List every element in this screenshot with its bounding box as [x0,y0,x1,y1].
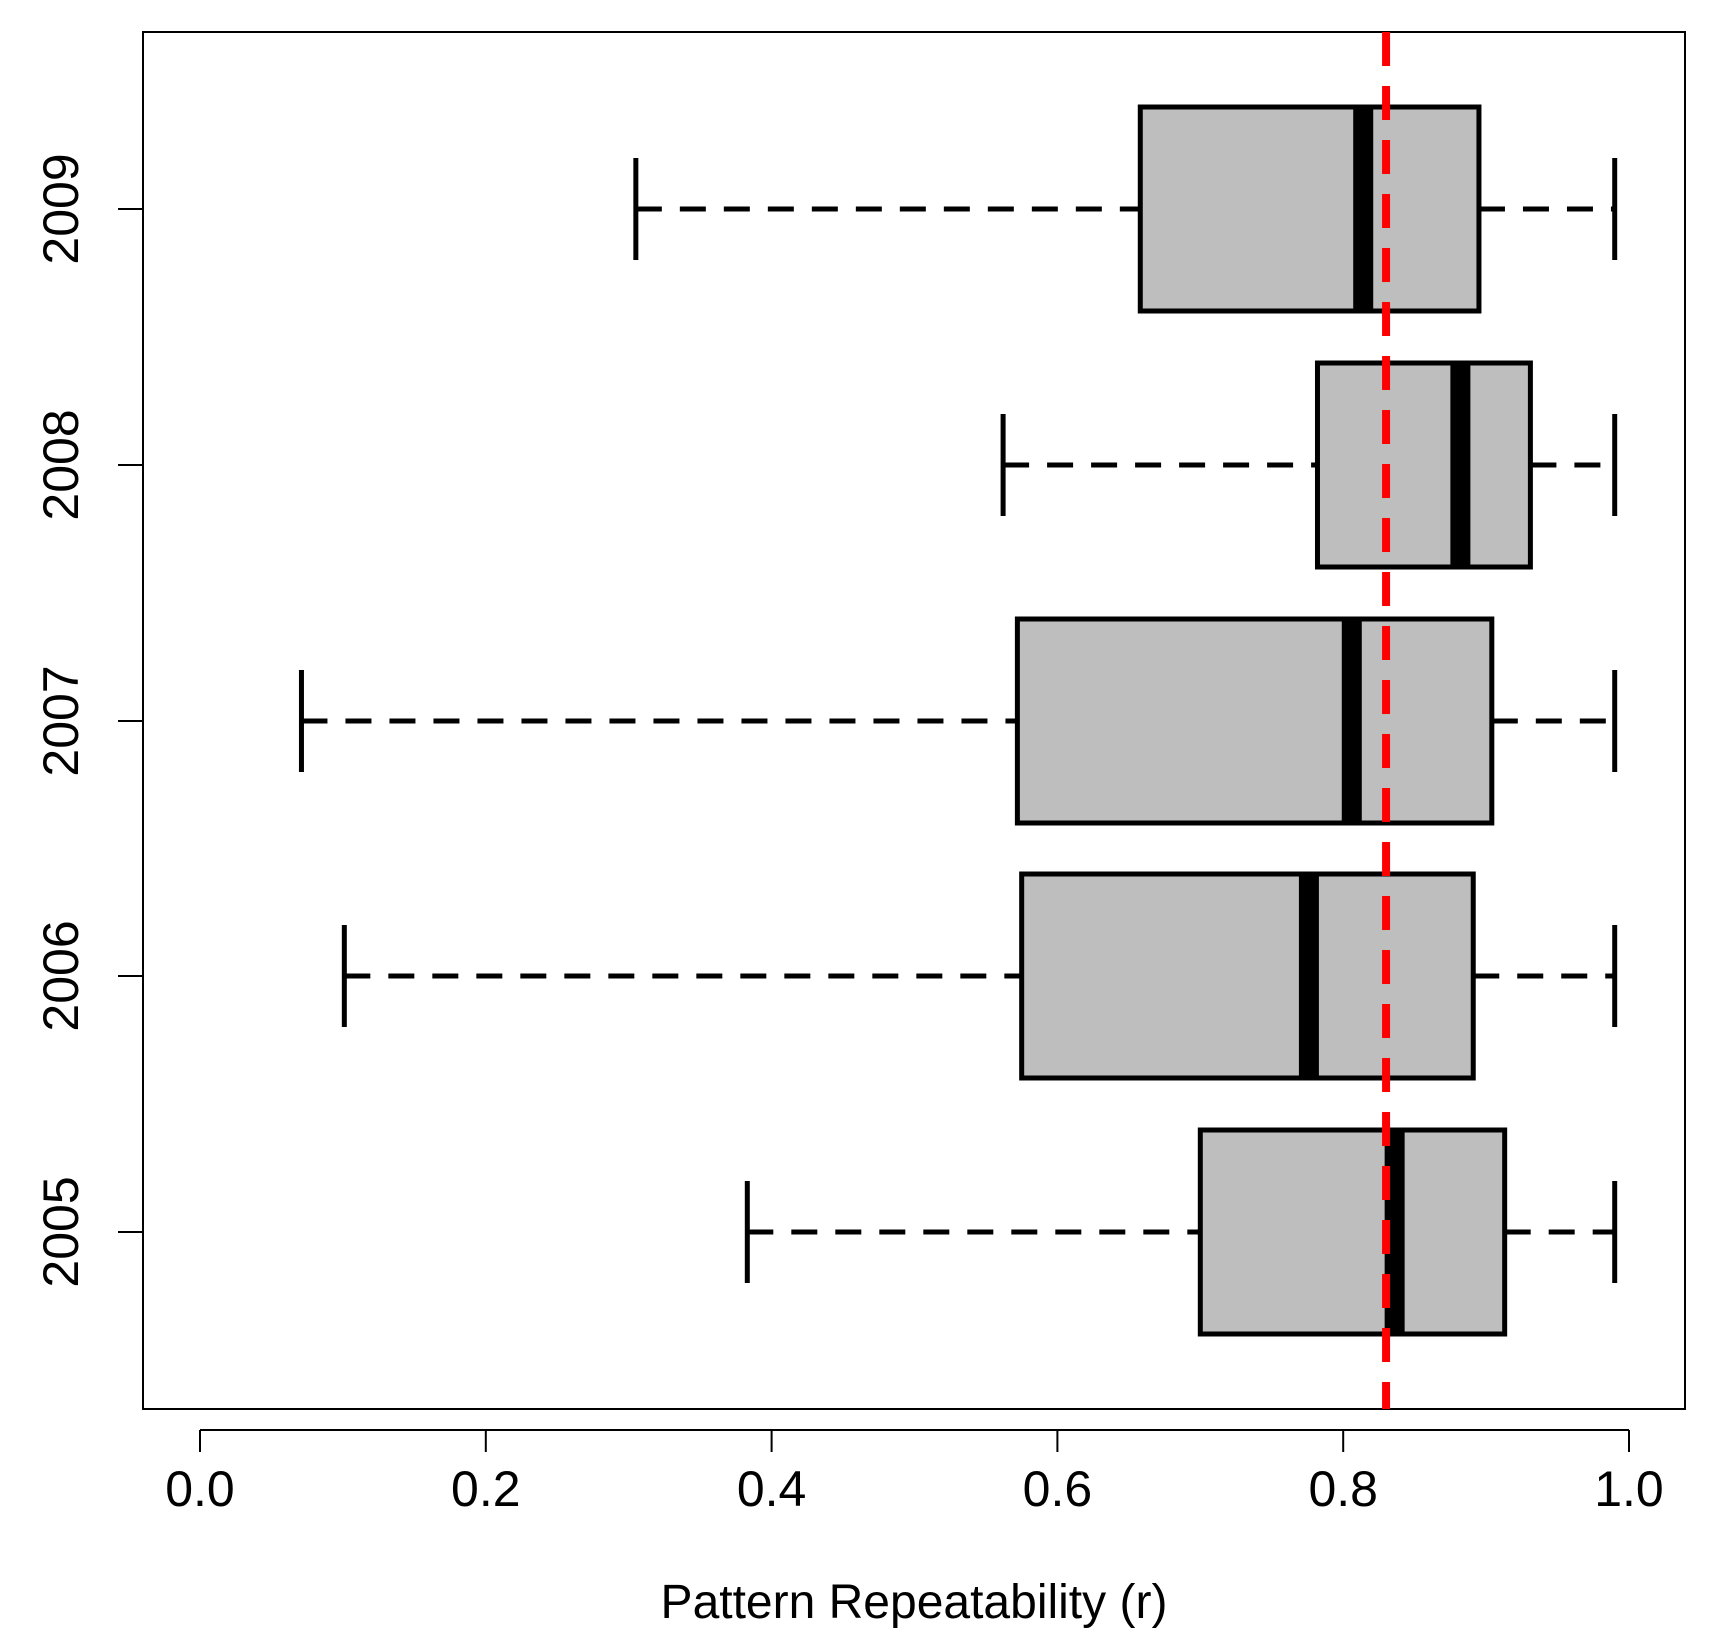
iqr-box-2007 [1014,616,1495,826]
box-2008 [1000,360,1618,570]
x-tick-label-0.0: 0.0 [165,1461,235,1517]
box-2007 [298,616,1618,826]
x-axis: 0.0 0.2 0.4 0.6 0.8 1.0 [165,1429,1664,1517]
median-2009 [1353,107,1374,311]
y-tick-label-2006: 2006 [33,920,89,1031]
y-tick-label-2005: 2005 [33,1176,89,1287]
median-2006 [1298,874,1319,1078]
median-2008 [1450,363,1471,567]
iqr-box-2008 [1314,360,1533,570]
box-2006 [341,871,1618,1081]
x-tick-label-0.4: 0.4 [737,1461,807,1517]
x-tick-label-0.8: 0.8 [1308,1461,1378,1517]
box-2009 [633,104,1618,314]
y-tick-label-2008: 2008 [33,409,89,520]
median-2007 [1341,619,1362,823]
iqr-box-2006 [1019,871,1476,1081]
iqr-box-2005 [1197,1127,1508,1337]
x-tick-label-0.2: 0.2 [451,1461,521,1517]
iqr-box-2009 [1137,104,1482,314]
y-axis: 2005 2006 2007 2008 2009 [33,153,143,1288]
y-tick-label-2009: 2009 [33,153,89,264]
y-tick-label-2007: 2007 [33,665,89,776]
x-axis-title: Pattern Repeatability (r) [661,1576,1168,1629]
boxes-layer [298,104,1618,1337]
x-tick-label-0.6: 0.6 [1023,1461,1093,1517]
x-tick-label-1.0: 1.0 [1594,1461,1664,1517]
box-2005 [744,1127,1618,1337]
